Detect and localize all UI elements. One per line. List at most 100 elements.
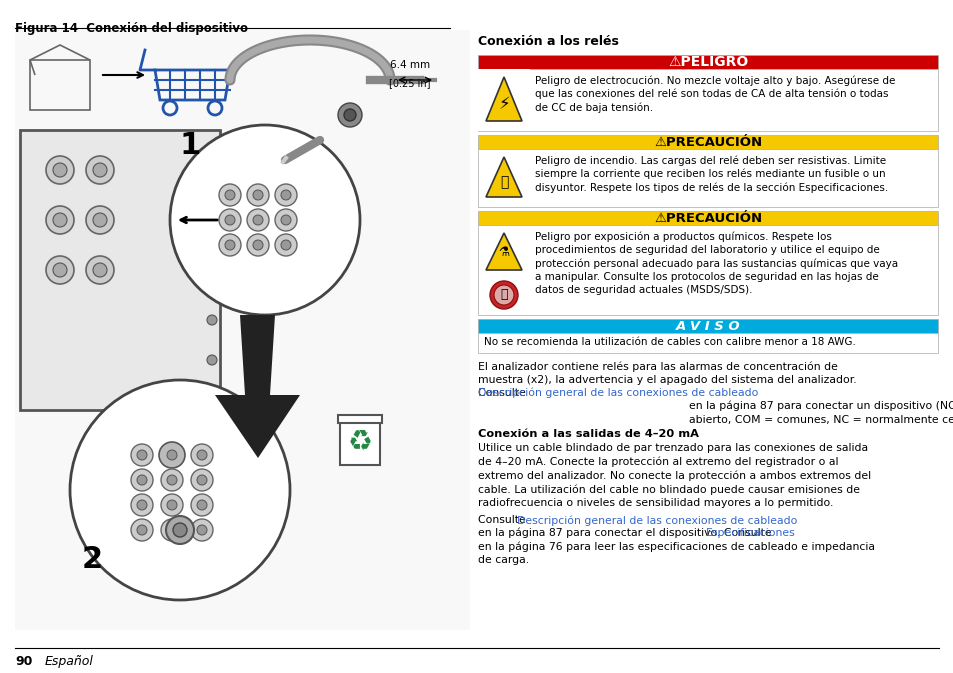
Circle shape (172, 523, 187, 537)
Circle shape (337, 103, 361, 127)
Circle shape (70, 380, 290, 600)
Circle shape (253, 240, 263, 250)
Circle shape (46, 256, 74, 284)
Polygon shape (485, 233, 521, 270)
Circle shape (92, 263, 107, 277)
Circle shape (207, 315, 216, 325)
Bar (20, 130, 220, 410)
Polygon shape (485, 77, 521, 121)
Circle shape (161, 519, 183, 541)
Text: Conexión a las salidas de 4–20 mA: Conexión a las salidas de 4–20 mA (477, 429, 699, 439)
Text: Utilice un cable blindado de par trenzado para las conexiones de salida
de 4–20 : Utilice un cable blindado de par trenzad… (477, 443, 870, 508)
Bar (337, 415, 381, 423)
Circle shape (207, 275, 216, 285)
Text: ⚠PRECAUCIÓN: ⚠PRECAUCIÓN (653, 135, 761, 149)
Circle shape (207, 235, 216, 245)
Circle shape (281, 215, 291, 225)
Text: Peligro de incendio. Las cargas del relé deben ser resistivas. Limite
siempre la: Peligro de incendio. Las cargas del relé… (535, 155, 887, 193)
Text: 🔥: 🔥 (499, 175, 508, 189)
Circle shape (219, 184, 241, 206)
Circle shape (161, 494, 183, 516)
Circle shape (219, 234, 241, 256)
Circle shape (281, 240, 291, 250)
Bar (477, 319, 937, 333)
Text: Consulte: Consulte (477, 515, 529, 525)
Circle shape (344, 109, 355, 121)
Text: 1: 1 (179, 131, 200, 160)
Circle shape (274, 234, 296, 256)
Circle shape (490, 281, 517, 309)
Circle shape (137, 500, 147, 510)
Circle shape (159, 442, 185, 468)
Text: No se recomienda la utilización de cables con calibre menor a 18 AWG.: No se recomienda la utilización de cable… (483, 337, 855, 347)
Text: ⚡: ⚡ (497, 95, 509, 113)
Circle shape (137, 475, 147, 485)
Circle shape (219, 209, 241, 231)
Text: A V I S O: A V I S O (675, 320, 740, 332)
Text: El analizador contiene relés para las alarmas de concentración de
muestra (x2), : El analizador contiene relés para las al… (477, 361, 856, 398)
Circle shape (161, 469, 183, 491)
Circle shape (170, 125, 359, 315)
Text: ⚠PELIGRO: ⚠PELIGRO (667, 55, 747, 69)
Circle shape (274, 209, 296, 231)
Bar (477, 149, 937, 207)
Circle shape (196, 475, 207, 485)
Circle shape (191, 494, 213, 516)
Circle shape (53, 263, 67, 277)
Circle shape (191, 519, 213, 541)
Circle shape (247, 234, 269, 256)
Circle shape (92, 163, 107, 177)
Bar (477, 211, 937, 225)
Bar (477, 55, 937, 69)
Text: en la página 87 para conectar un dispositivo (NO = normalmente
abierto, COM = co: en la página 87 para conectar un disposi… (688, 387, 953, 424)
Circle shape (207, 195, 216, 205)
Bar (477, 333, 937, 353)
Text: en la página 87 para conectar el dispositivo. Consulte: en la página 87 para conectar el disposi… (477, 528, 774, 538)
Circle shape (86, 206, 113, 234)
Circle shape (225, 215, 234, 225)
Text: Peligro de electrocución. No mezcle voltaje alto y bajo. Asegúrese de
que las co: Peligro de electrocución. No mezcle volt… (535, 75, 895, 113)
Circle shape (191, 444, 213, 466)
Circle shape (196, 525, 207, 535)
Circle shape (46, 156, 74, 184)
Text: Conexión a los relés: Conexión a los relés (477, 35, 618, 48)
Circle shape (196, 450, 207, 460)
Text: 90: 90 (15, 655, 32, 668)
Circle shape (86, 256, 113, 284)
Circle shape (131, 469, 152, 491)
Text: Descripción general de las conexiones de cableado: Descripción general de las conexiones de… (477, 387, 758, 398)
Text: ⚠PRECAUCIÓN: ⚠PRECAUCIÓN (653, 211, 761, 225)
Bar (477, 69, 937, 131)
Circle shape (137, 525, 147, 535)
Text: ⚗: ⚗ (497, 246, 509, 260)
Text: Figura 14  Conexión del dispositivo: Figura 14 Conexión del dispositivo (15, 22, 248, 35)
Circle shape (92, 213, 107, 227)
Circle shape (494, 285, 514, 305)
Text: 2: 2 (81, 546, 103, 575)
Circle shape (207, 355, 216, 365)
Text: Especificaciones: Especificaciones (705, 528, 795, 538)
Circle shape (281, 190, 291, 200)
Circle shape (166, 516, 193, 544)
Circle shape (131, 444, 152, 466)
Circle shape (167, 525, 177, 535)
Bar (477, 135, 937, 149)
Circle shape (167, 475, 177, 485)
Circle shape (253, 215, 263, 225)
Circle shape (167, 450, 177, 460)
Circle shape (131, 519, 152, 541)
Bar (477, 225, 937, 315)
Text: ♻: ♻ (347, 428, 372, 456)
Circle shape (274, 184, 296, 206)
Circle shape (225, 240, 234, 250)
Circle shape (196, 500, 207, 510)
Circle shape (191, 469, 213, 491)
Text: [0.25 in]: [0.25 in] (389, 78, 431, 88)
Bar (339, 420, 379, 465)
Circle shape (225, 190, 234, 200)
Circle shape (137, 450, 147, 460)
Bar (15, 30, 470, 630)
Text: Peligro por exposición a productos químicos. Respete los
procedimientos de segur: Peligro por exposición a productos quími… (535, 231, 897, 295)
Circle shape (207, 155, 216, 165)
Circle shape (86, 156, 113, 184)
